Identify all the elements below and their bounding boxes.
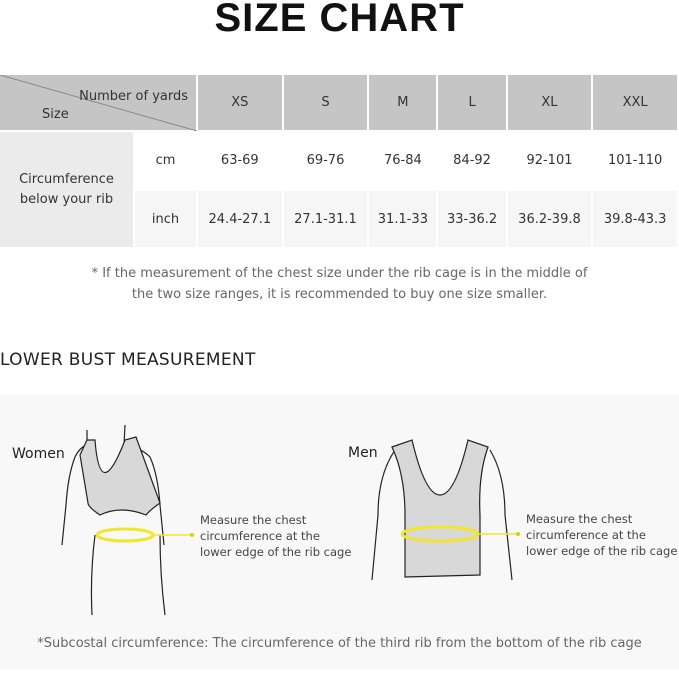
size-header: XL (506, 75, 594, 132)
instruction-line: lower edge of the rib cage (526, 544, 678, 558)
measurement-panel: Women Men Measure the chest circumferenc… (0, 395, 679, 669)
size-note: * If the measurement of the chest size u… (0, 263, 679, 305)
value-cell: 33-36.2 (437, 190, 508, 249)
instruction-line: circumference at the (526, 528, 646, 542)
value-cell: 101-110 (592, 131, 679, 191)
note-line: the two size ranges, it is recommended t… (131, 287, 548, 302)
value-cell: 27.1-31.1 (282, 190, 370, 249)
table-row: inch 24.4-27.1 27.1-31.1 31.1-33 33-36.2… (0, 190, 679, 249)
footnote: *Subcostal circumference: The circumfere… (37, 636, 642, 651)
unit-cell: inch (134, 190, 198, 249)
size-header: L (437, 75, 508, 132)
corner-bottom-label: Size (42, 107, 69, 122)
women-figure (61, 424, 166, 616)
women-label: Women (12, 446, 65, 462)
men-instruction: Measure the chest circumference at the l… (526, 511, 677, 559)
note-line: * If the measurement of the chest size u… (91, 266, 588, 281)
value-cell: 69-76 (282, 131, 370, 191)
section-title: LOWER BUST MEASUREMENT (0, 350, 256, 370)
men-figure (371, 439, 513, 581)
instruction-line: lower edge of the rib cage (200, 545, 352, 559)
table-header-row: Number of yards Size XS S M L XL XXL (0, 75, 679, 132)
women-measure-ring (95, 527, 155, 543)
value-cell: 63-69 (197, 131, 284, 191)
value-cell: 76-84 (368, 131, 439, 191)
value-cell: 39.8-43.3 (592, 190, 679, 249)
size-table: Number of yards Size XS S M L XL XXL Cir… (0, 75, 679, 249)
women-instruction: Measure the chest circumference at the l… (200, 512, 351, 560)
page-title: SIZE CHART (214, 0, 465, 40)
corner-top-label: Number of yards (79, 89, 188, 104)
size-header: S (282, 75, 370, 132)
instruction-line: Measure the chest (526, 512, 633, 526)
table-row: Circumference below your rib cm 63-69 69… (0, 131, 679, 249)
row-label: Circumference below your rib (0, 131, 135, 249)
body-illustrations (61, 424, 520, 616)
size-header: M (368, 75, 439, 132)
instruction-line: circumference at the (200, 529, 320, 543)
value-cell: 84-92 (437, 131, 508, 191)
size-header: XXL (592, 75, 679, 132)
unit-cell: cm (134, 131, 198, 191)
corner-cell: Number of yards Size (0, 75, 198, 132)
value-cell: 31.1-33 (368, 190, 439, 249)
value-cell: 36.2-39.8 (506, 190, 594, 249)
size-header: XS (197, 75, 284, 132)
men-label: Men (348, 445, 378, 461)
value-cell: 24.4-27.1 (197, 190, 284, 249)
instruction-line: Measure the chest (200, 513, 307, 527)
value-cell: 92-101 (506, 131, 594, 191)
diagonal-divider (0, 75, 197, 131)
